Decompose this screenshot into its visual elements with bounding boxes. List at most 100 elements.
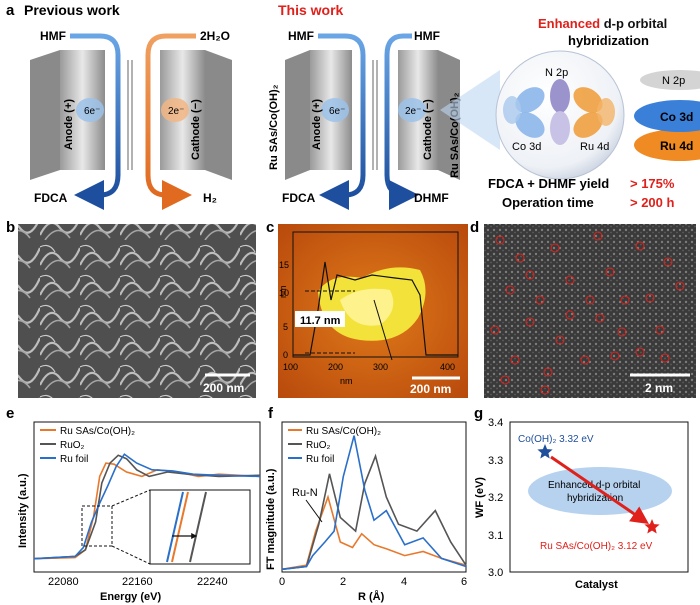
atom-marker <box>525 270 535 280</box>
afm-profile-line <box>373 299 393 361</box>
prev-anode-bottom: FDCA <box>34 191 68 205</box>
panel-g: g 3.0 3.1 3.2 3.3 3.4 WF (eV) Catalyst E… <box>474 405 689 591</box>
metric-time-label: Operation time <box>502 195 594 210</box>
exafs-xtick-0: 0 <box>279 576 285 588</box>
atom-marker <box>490 325 500 335</box>
atom-marker <box>593 231 603 241</box>
headline-enhanced: Enhanced d-p orbital <box>538 16 667 31</box>
exafs-xtick-2: 4 <box>401 576 407 588</box>
n2p-orbital <box>550 79 570 113</box>
inset-curve-ru-foil <box>166 491 184 563</box>
level-ru4d <box>634 129 700 161</box>
prev-cathode-top: 2H₂O <box>200 29 230 43</box>
panel-c: c 11.7 nm nm 0 5 10 15 100 200 300 400 n… <box>266 219 468 398</box>
exafs-ru-n-annotation: Ru-N <box>292 487 318 499</box>
level-co3d <box>634 100 700 132</box>
afm-ytick-0: 0 <box>283 350 288 360</box>
haadf-image <box>484 224 696 398</box>
afm-xtick-0: 100 <box>283 362 298 372</box>
this-anode-arrow <box>318 33 366 210</box>
atom-marker <box>495 235 505 245</box>
single-atom-markers <box>490 231 685 395</box>
atom-marker <box>655 325 665 335</box>
atom-marker <box>510 355 520 365</box>
afm-ylabel: nm <box>278 285 288 298</box>
this-cathode-electron-cloud <box>398 98 426 122</box>
atom-marker <box>610 351 620 361</box>
wf-plot-frame <box>509 421 689 573</box>
wf-ytick-2: 3.2 <box>488 492 503 504</box>
this-cathode-arrow <box>384 33 419 210</box>
prev-anode-electrons: 6e⁻ <box>84 106 100 117</box>
exafs-series <box>281 435 467 571</box>
atom-marker <box>535 295 545 305</box>
xanes-legend: Ru SAs/Co(OH)₂ RuO₂ Ru foil <box>40 426 135 465</box>
panel-label-f: f <box>268 405 274 422</box>
atom-marker <box>635 241 645 251</box>
prev-cathode-electrons: 2e⁻ <box>168 106 184 117</box>
atom-marker <box>525 317 535 327</box>
prev-anode-label: Anode (+) <box>63 99 75 150</box>
this-anode-electron-cloud <box>321 98 349 122</box>
afm-xlabel: nm <box>340 376 353 386</box>
this-cathode-bottom: DHMF <box>414 191 449 205</box>
prev-cathode-label: Cathode (−) <box>190 99 202 160</box>
ru4d-orbital-right <box>573 87 603 113</box>
orbital-n2p-label: N 2p <box>545 67 568 79</box>
panel-f: f Ru SAs/Co(OH)₂ RuO₂ Ru foil Ru-N FT ma… <box>265 405 467 603</box>
orbital-co3d-label: Co 3d <box>512 141 541 153</box>
this-cathode-top: HMF <box>414 29 440 43</box>
prev-cathode-electron-cloud <box>161 98 189 122</box>
wf-ytick-3: 3.3 <box>488 455 503 467</box>
orbital-ru4d-label: Ru 4d <box>580 141 609 153</box>
panel-label-a: a <box>6 2 15 19</box>
wf-point-co-oh <box>537 444 553 459</box>
this-cathode-label: Cathode (−) <box>422 99 434 160</box>
level-n2p-label: N 2p <box>662 75 685 87</box>
wf-ylabel: WF (eV) <box>474 477 486 518</box>
atom-marker <box>550 243 560 253</box>
atom-marker <box>595 313 605 323</box>
atom-marker <box>555 335 565 345</box>
atom-marker <box>663 257 673 267</box>
exafs-series-ru-sas-co-oh <box>281 494 467 571</box>
atom-marker <box>660 353 670 363</box>
co3d-orbital-left <box>515 87 545 113</box>
afm-ytick-1: 5 <box>283 322 288 332</box>
afm-scale-label: 200 nm <box>410 382 451 396</box>
panel-b: b 200 nm <box>6 219 256 398</box>
this-anode-electrons: 6e⁻ <box>329 106 345 117</box>
atom-marker <box>617 327 627 337</box>
wf-ytick-1: 3.1 <box>488 530 503 542</box>
level-ru4d-label: Ru 4d <box>660 139 693 153</box>
this-anode-catalyst: Ru SAs/Co(OH)₂ <box>268 84 280 170</box>
panel-d: d 2 nm <box>470 219 696 398</box>
this-work-title: This work <box>278 2 344 18</box>
atom-marker <box>585 295 595 305</box>
exafs-legend-item-1: RuO₂ <box>306 440 331 451</box>
this-anode-plate <box>285 50 310 180</box>
afm-xtick-2: 300 <box>373 362 388 372</box>
atom-marker <box>543 367 553 377</box>
wf-ytick-0: 3.0 <box>488 567 503 579</box>
atom-marker <box>540 385 550 395</box>
exafs-xtick-1: 2 <box>340 576 346 588</box>
atom-marker <box>565 275 575 285</box>
atom-marker <box>500 375 510 385</box>
xanes-xtick-0: 22080 <box>48 576 79 588</box>
light-beam <box>440 70 500 150</box>
atom-marker <box>605 267 615 277</box>
exafs-series-ru-foil <box>281 435 467 571</box>
panel-label-b: b <box>6 219 15 236</box>
this-anode-bottom: FDCA <box>282 191 316 205</box>
prev-anode-top: HMF <box>40 29 66 43</box>
panel-label-e: e <box>6 405 14 422</box>
afm-height-annotation: 11.7 nm <box>300 315 341 327</box>
wf-point2-label: Ru SAs/Co(OH)₂ 3.12 eV <box>540 541 653 552</box>
atom-marker <box>580 355 590 365</box>
xanes-ylabel: Intensity (a.u.) <box>17 473 29 548</box>
sem-image <box>18 224 256 398</box>
xanes-legend-item-1: RuO₂ <box>60 440 85 451</box>
panel-e: e Ru SAs/Co(OH)₂ RuO₂ Ru foil Intensity … <box>6 405 261 603</box>
